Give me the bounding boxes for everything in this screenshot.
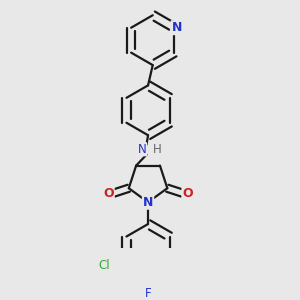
Text: N: N <box>143 196 153 209</box>
Text: N: N <box>138 143 146 156</box>
Text: O: O <box>182 187 193 200</box>
Text: N: N <box>172 21 182 34</box>
Text: Cl: Cl <box>99 259 110 272</box>
Text: H: H <box>153 143 161 156</box>
Text: F: F <box>145 287 152 300</box>
Text: O: O <box>103 187 114 200</box>
